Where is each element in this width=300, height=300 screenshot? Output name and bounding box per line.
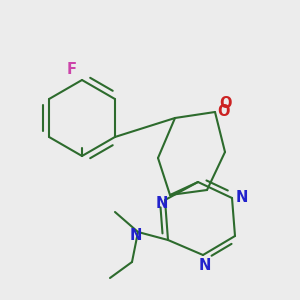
Text: F: F	[67, 62, 77, 77]
Text: N: N	[199, 257, 211, 272]
Text: N: N	[236, 190, 248, 206]
Text: O: O	[219, 97, 231, 112]
Text: N: N	[156, 196, 168, 211]
Text: O: O	[217, 104, 229, 119]
Text: N: N	[130, 229, 142, 244]
